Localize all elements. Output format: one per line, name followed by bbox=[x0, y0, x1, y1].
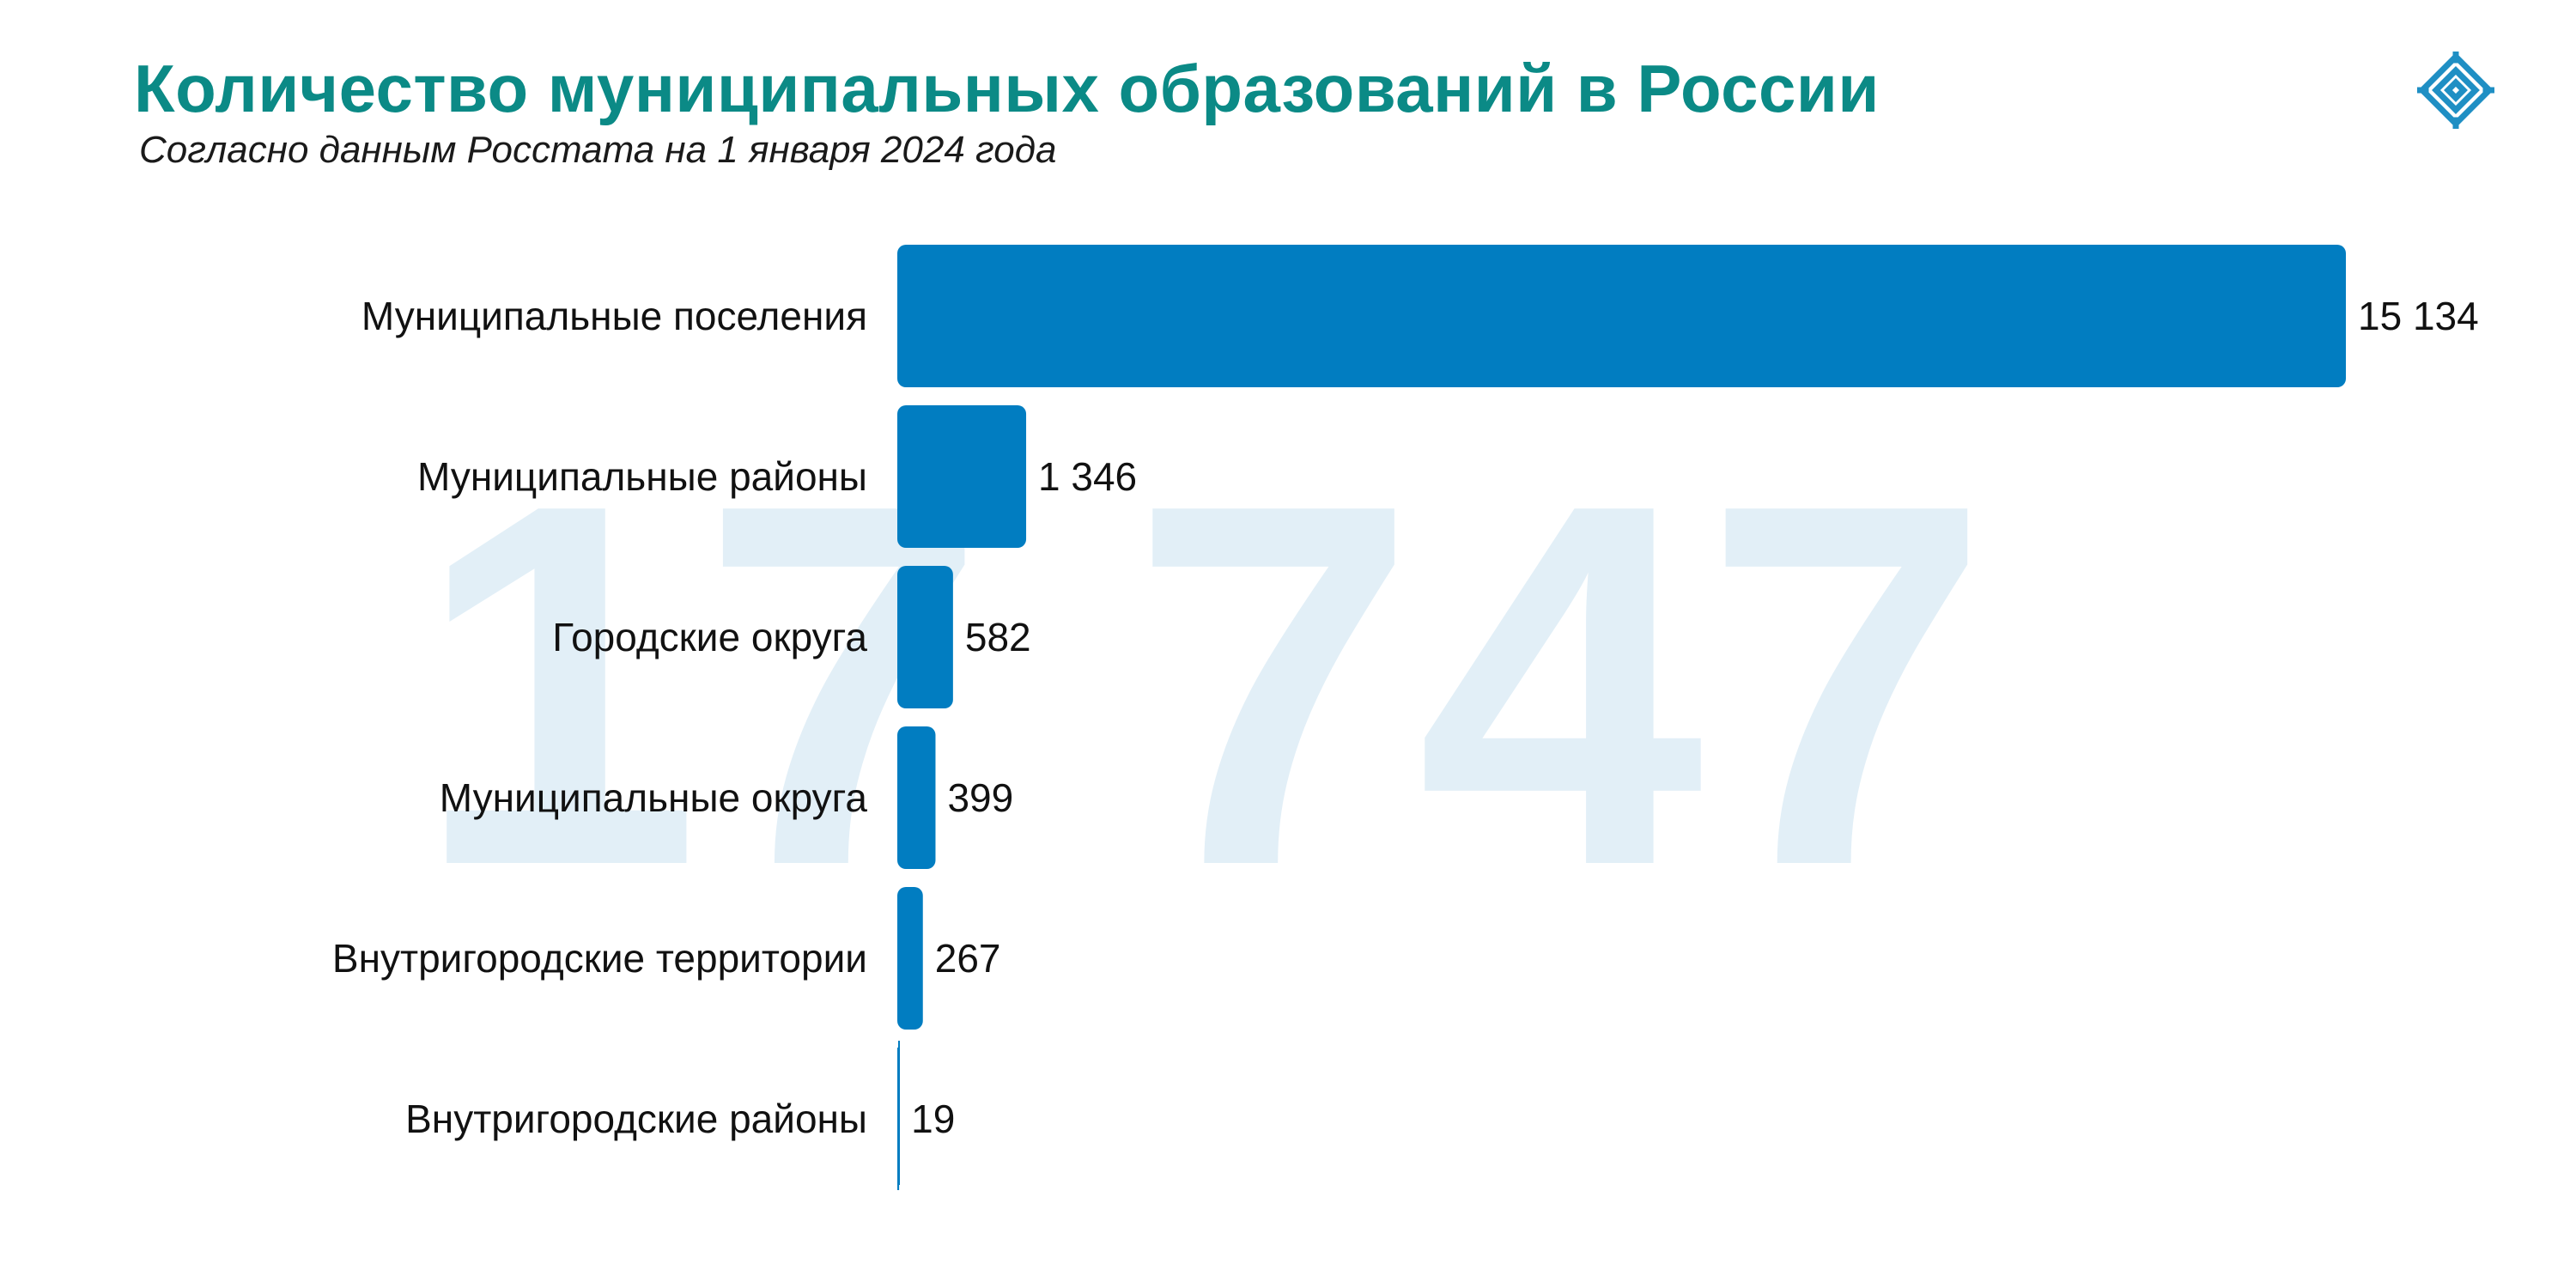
category-label-5: Внутригородские территории bbox=[332, 936, 867, 981]
category-label-2: Муниципальные районы bbox=[417, 454, 867, 499]
value-label-4: 399 bbox=[947, 775, 1013, 820]
category-label-6: Внутригородские районы bbox=[405, 1097, 867, 1141]
page-title: Количество муниципальных образований в Р… bbox=[134, 51, 1880, 126]
bar-2 bbox=[897, 405, 1027, 548]
value-label-5: 267 bbox=[935, 936, 1001, 981]
bar-6 bbox=[897, 1048, 900, 1190]
total-watermark: 17 747 bbox=[414, 398, 1990, 973]
bar-4 bbox=[897, 726, 936, 869]
bar-1 bbox=[897, 245, 2346, 387]
bar-3 bbox=[897, 566, 953, 708]
category-label-3: Городские округа bbox=[552, 615, 867, 659]
value-label-3: 582 bbox=[965, 615, 1031, 659]
value-label-1: 15 134 bbox=[2358, 294, 2479, 338]
category-label-1: Муниципальные поселения bbox=[361, 294, 867, 338]
category-label-4: Муниципальные округа bbox=[440, 775, 868, 820]
ornament-logo-icon bbox=[2417, 52, 2494, 129]
value-label-6: 19 bbox=[911, 1097, 955, 1141]
page-subtitle: Согласно данным Росстата на 1 января 202… bbox=[139, 129, 1057, 171]
value-label-2: 1 346 bbox=[1038, 454, 1137, 499]
bar-5 bbox=[897, 887, 923, 1030]
